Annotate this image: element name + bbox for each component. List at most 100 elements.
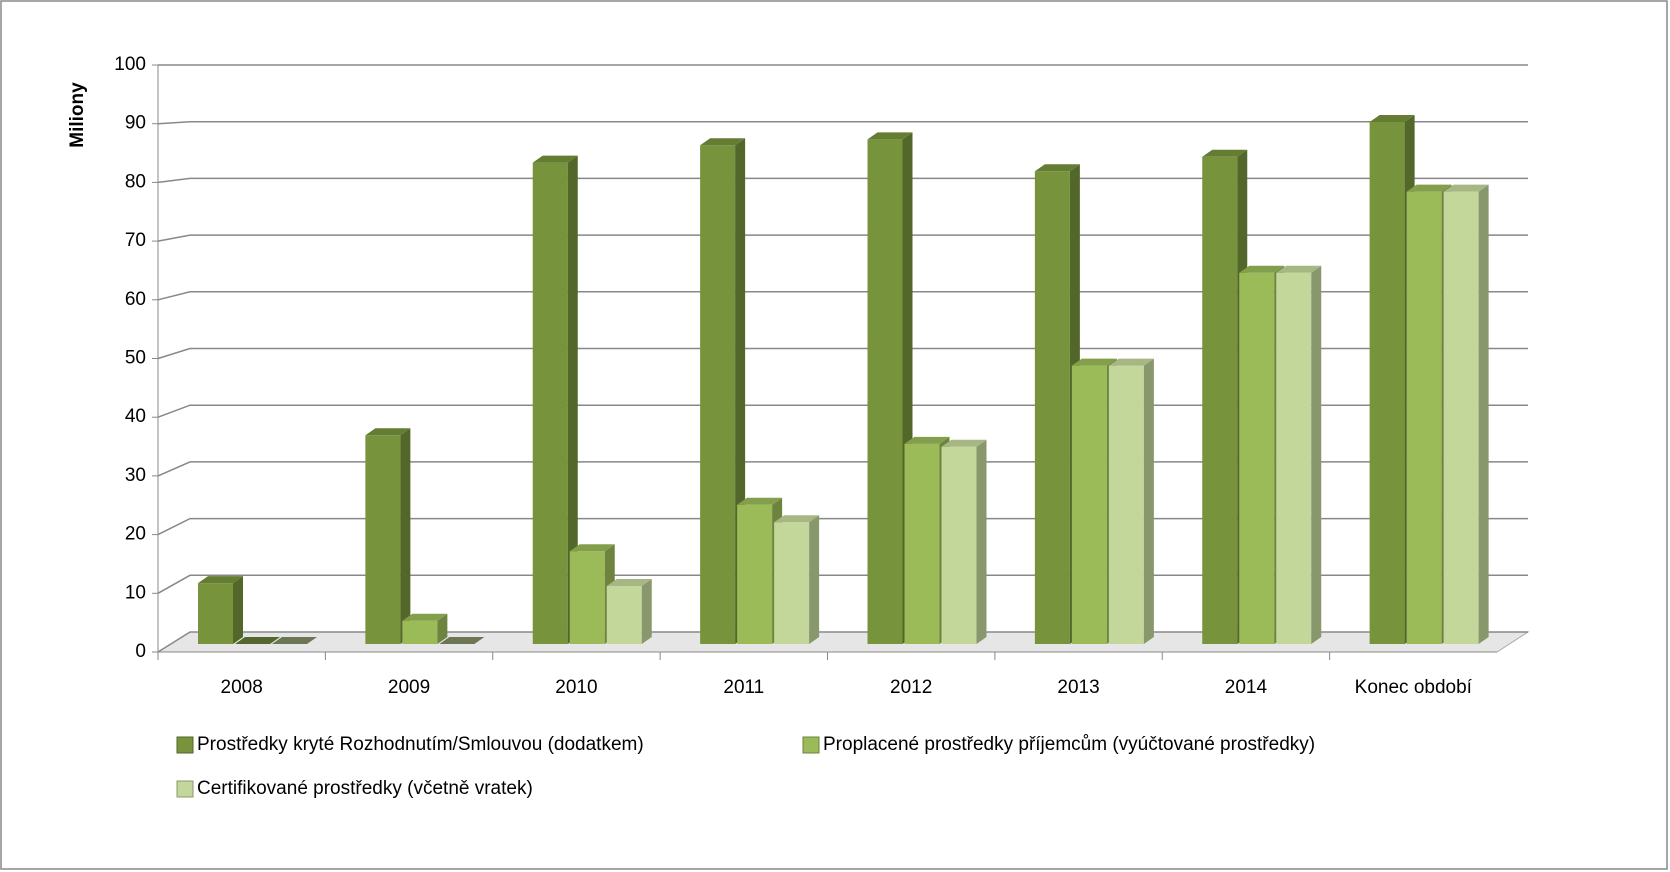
bar-side (1311, 265, 1322, 644)
bar-front (1276, 272, 1312, 644)
bar-front (402, 620, 438, 644)
bar-front (700, 145, 736, 644)
bar-front (532, 162, 568, 644)
bar-top (1443, 184, 1489, 192)
bar (235, 637, 280, 644)
grid-line (157, 234, 1528, 242)
bar (941, 439, 987, 644)
bar-side (437, 613, 448, 644)
bar-top (1276, 265, 1322, 273)
bar-front (774, 522, 810, 644)
bar (606, 579, 652, 644)
bar (439, 637, 485, 644)
legend-label: Proplacené prostředky příjemcům (vyúčtov… (823, 734, 1315, 755)
bar-front (569, 551, 605, 644)
bar-top (1369, 115, 1415, 122)
y-tick-label: 0 (135, 641, 146, 662)
y-tick-label: 50 (125, 348, 146, 369)
bar-side (1143, 358, 1154, 644)
bar-top (402, 613, 448, 621)
bar-top (198, 576, 243, 584)
x-tick-label: 2014 (1225, 677, 1268, 698)
bar-side (233, 576, 243, 644)
x-tick-label: 2008 (221, 677, 263, 698)
bar-front (1071, 365, 1107, 644)
y-tick-label: 60 (125, 289, 146, 310)
legend-label: Certifikované prostředky (včetně vratek) (197, 778, 533, 799)
y-tick-label: 70 (125, 230, 146, 251)
bar-side (1478, 184, 1489, 644)
bar-top (272, 637, 317, 644)
bar-front (1034, 171, 1070, 645)
bar-front (1406, 191, 1442, 644)
bar-front (1369, 122, 1405, 644)
bar-side (400, 428, 411, 644)
bar-front (365, 435, 401, 644)
bar (365, 428, 411, 644)
bar (1443, 184, 1489, 644)
bar-top (532, 155, 578, 163)
x-tick-label: 2010 (555, 677, 597, 698)
x-tick-label: 2009 (388, 677, 430, 698)
bar-top (1108, 358, 1154, 366)
bar-top (569, 544, 615, 552)
bar-front (904, 443, 940, 644)
legend-swatch (176, 736, 194, 754)
grid-line (157, 120, 1528, 125)
bar-front (1202, 156, 1238, 645)
bar-top (941, 439, 987, 447)
bar (198, 576, 243, 644)
bar-top (1406, 184, 1452, 192)
y-tick-label: 100 (114, 54, 146, 75)
bar-side (567, 155, 578, 644)
bar-front (1239, 272, 1275, 644)
y-tick-label: 30 (125, 465, 146, 486)
bar-front (198, 583, 233, 644)
bar (1276, 265, 1322, 644)
y-tick-label: 20 (125, 524, 146, 545)
bar-top (867, 132, 913, 140)
y-tick-label: 10 (125, 582, 146, 603)
bar-side (641, 579, 652, 644)
bar (402, 613, 448, 644)
x-tick-label: 2013 (1057, 677, 1099, 698)
grid-line (157, 177, 1528, 184)
x-tick-label: Konec období (1355, 677, 1473, 698)
bar-top (235, 637, 280, 644)
bar-top (774, 515, 820, 523)
bar-top (606, 579, 652, 586)
legend-swatch (802, 736, 820, 754)
bar-top (1239, 265, 1285, 273)
bar-front (941, 446, 977, 644)
legend-label: Prostředky kryté Rozhodnutím/Smlouvou (d… (197, 734, 644, 755)
bar (272, 637, 317, 644)
bar-top (737, 497, 783, 505)
grid-line (157, 347, 1528, 360)
bar-top (904, 436, 950, 444)
y-tick-label: 80 (125, 171, 146, 192)
bar-top (1202, 149, 1248, 157)
bar-side (809, 515, 820, 644)
bar-front (737, 504, 773, 644)
bar-side (976, 439, 987, 644)
bar-top (1071, 358, 1117, 366)
legend-swatch (176, 780, 194, 798)
bar-top (439, 637, 485, 644)
y-tick-label: 90 (125, 113, 146, 134)
bar-top (700, 138, 746, 146)
bar-front (867, 139, 903, 644)
y-axis-label: Miliony (67, 82, 88, 148)
bar-top (1034, 164, 1080, 172)
bar-top (365, 428, 411, 436)
bar-front (1108, 365, 1144, 644)
y-tick-label: 40 (125, 406, 146, 427)
grid-line (157, 291, 1528, 301)
bar-front (606, 586, 642, 644)
x-tick-label: 2012 (890, 677, 932, 698)
bar (774, 515, 820, 644)
floor (156, 631, 1530, 653)
bar-front (1443, 191, 1479, 644)
bar (532, 155, 578, 644)
x-tick-label: 2011 (723, 677, 764, 698)
